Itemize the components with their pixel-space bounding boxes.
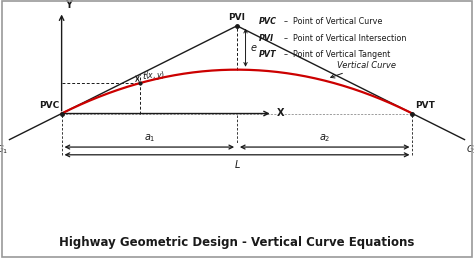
Text: $G_2$: $G_2$ — [466, 143, 474, 156]
Text: PVC: PVC — [39, 101, 59, 110]
Text: $(x, y)$: $(x, y)$ — [145, 69, 165, 82]
Text: Y: Y — [65, 0, 73, 10]
Text: PVI: PVI — [258, 34, 273, 43]
Text: PVT: PVT — [258, 50, 276, 59]
Text: –  Point of Vertical Tangent: – Point of Vertical Tangent — [284, 50, 391, 59]
Text: –  Point of Vertical Curve: – Point of Vertical Curve — [284, 17, 383, 26]
Text: $a_2$: $a_2$ — [319, 132, 330, 144]
Text: t: t — [142, 72, 146, 81]
Text: Vertical Curve: Vertical Curve — [331, 61, 395, 78]
Text: PVC: PVC — [258, 17, 276, 26]
Text: PVT: PVT — [415, 101, 435, 110]
Text: e: e — [250, 43, 256, 53]
Text: –  Point of Vertical Intersection: – Point of Vertical Intersection — [284, 34, 407, 43]
Text: X: X — [277, 108, 285, 118]
Text: PVI: PVI — [228, 13, 246, 22]
Text: $L$: $L$ — [234, 158, 240, 170]
Text: Highway Geometric Design - Vertical Curve Equations: Highway Geometric Design - Vertical Curv… — [59, 236, 415, 249]
Text: $a_1$: $a_1$ — [144, 132, 155, 144]
Text: $G_1$: $G_1$ — [0, 143, 8, 156]
